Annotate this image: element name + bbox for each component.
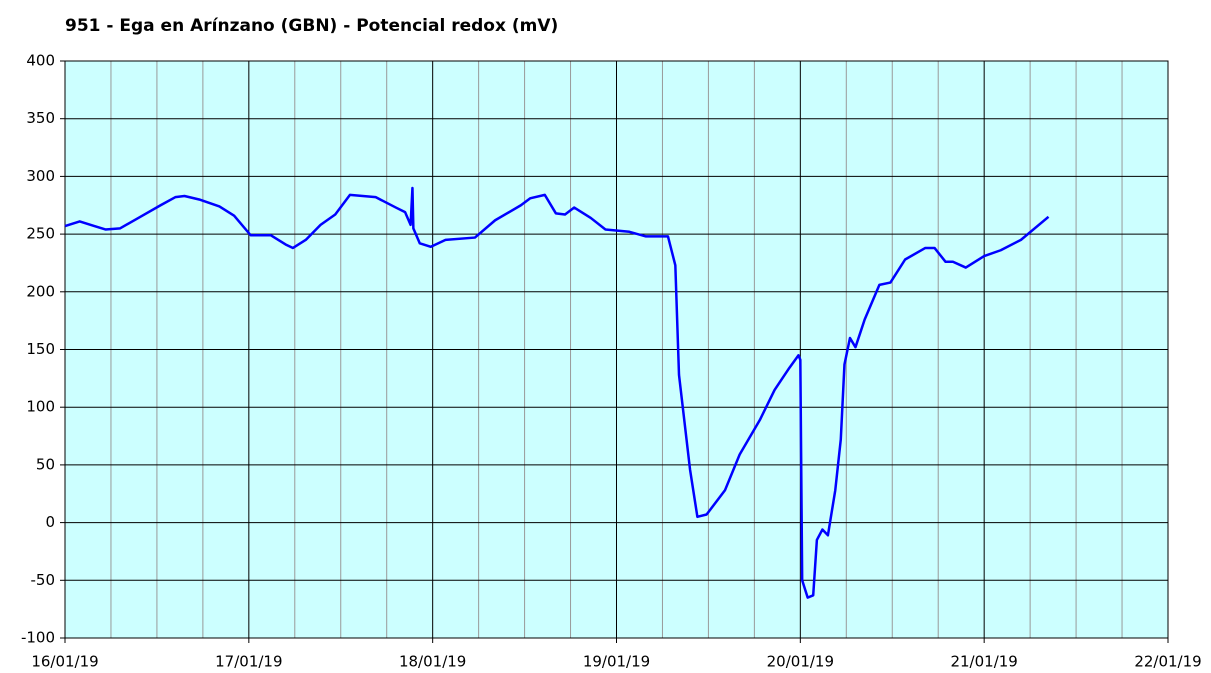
y-tick-label: -50: [31, 571, 56, 589]
x-tick-label: 19/01/19: [583, 653, 650, 671]
y-tick-label: 400: [26, 52, 55, 70]
y-tick-label: 100: [26, 398, 55, 416]
x-tick-label: 16/01/19: [31, 653, 98, 671]
y-tick-label: 0: [45, 513, 55, 531]
y-tick-label: 350: [26, 109, 55, 127]
y-tick-label: 300: [26, 167, 55, 185]
y-tick-label: -100: [21, 629, 55, 647]
x-tick-label: 20/01/19: [767, 653, 834, 671]
y-tick-label: 250: [26, 225, 55, 243]
y-tick-label: 200: [26, 282, 55, 300]
y-tick-label: 150: [26, 340, 55, 358]
x-tick-label: 22/01/19: [1134, 653, 1201, 671]
y-tick-label: 50: [36, 455, 55, 473]
x-tick-label: 18/01/19: [399, 653, 466, 671]
x-tick-label: 21/01/19: [950, 653, 1017, 671]
data-line: [64, 186, 1050, 599]
chart-title: 951 - Ega en Arínzano (GBN) - Potencial …: [65, 16, 558, 36]
x-tick-label: 17/01/19: [215, 653, 282, 671]
